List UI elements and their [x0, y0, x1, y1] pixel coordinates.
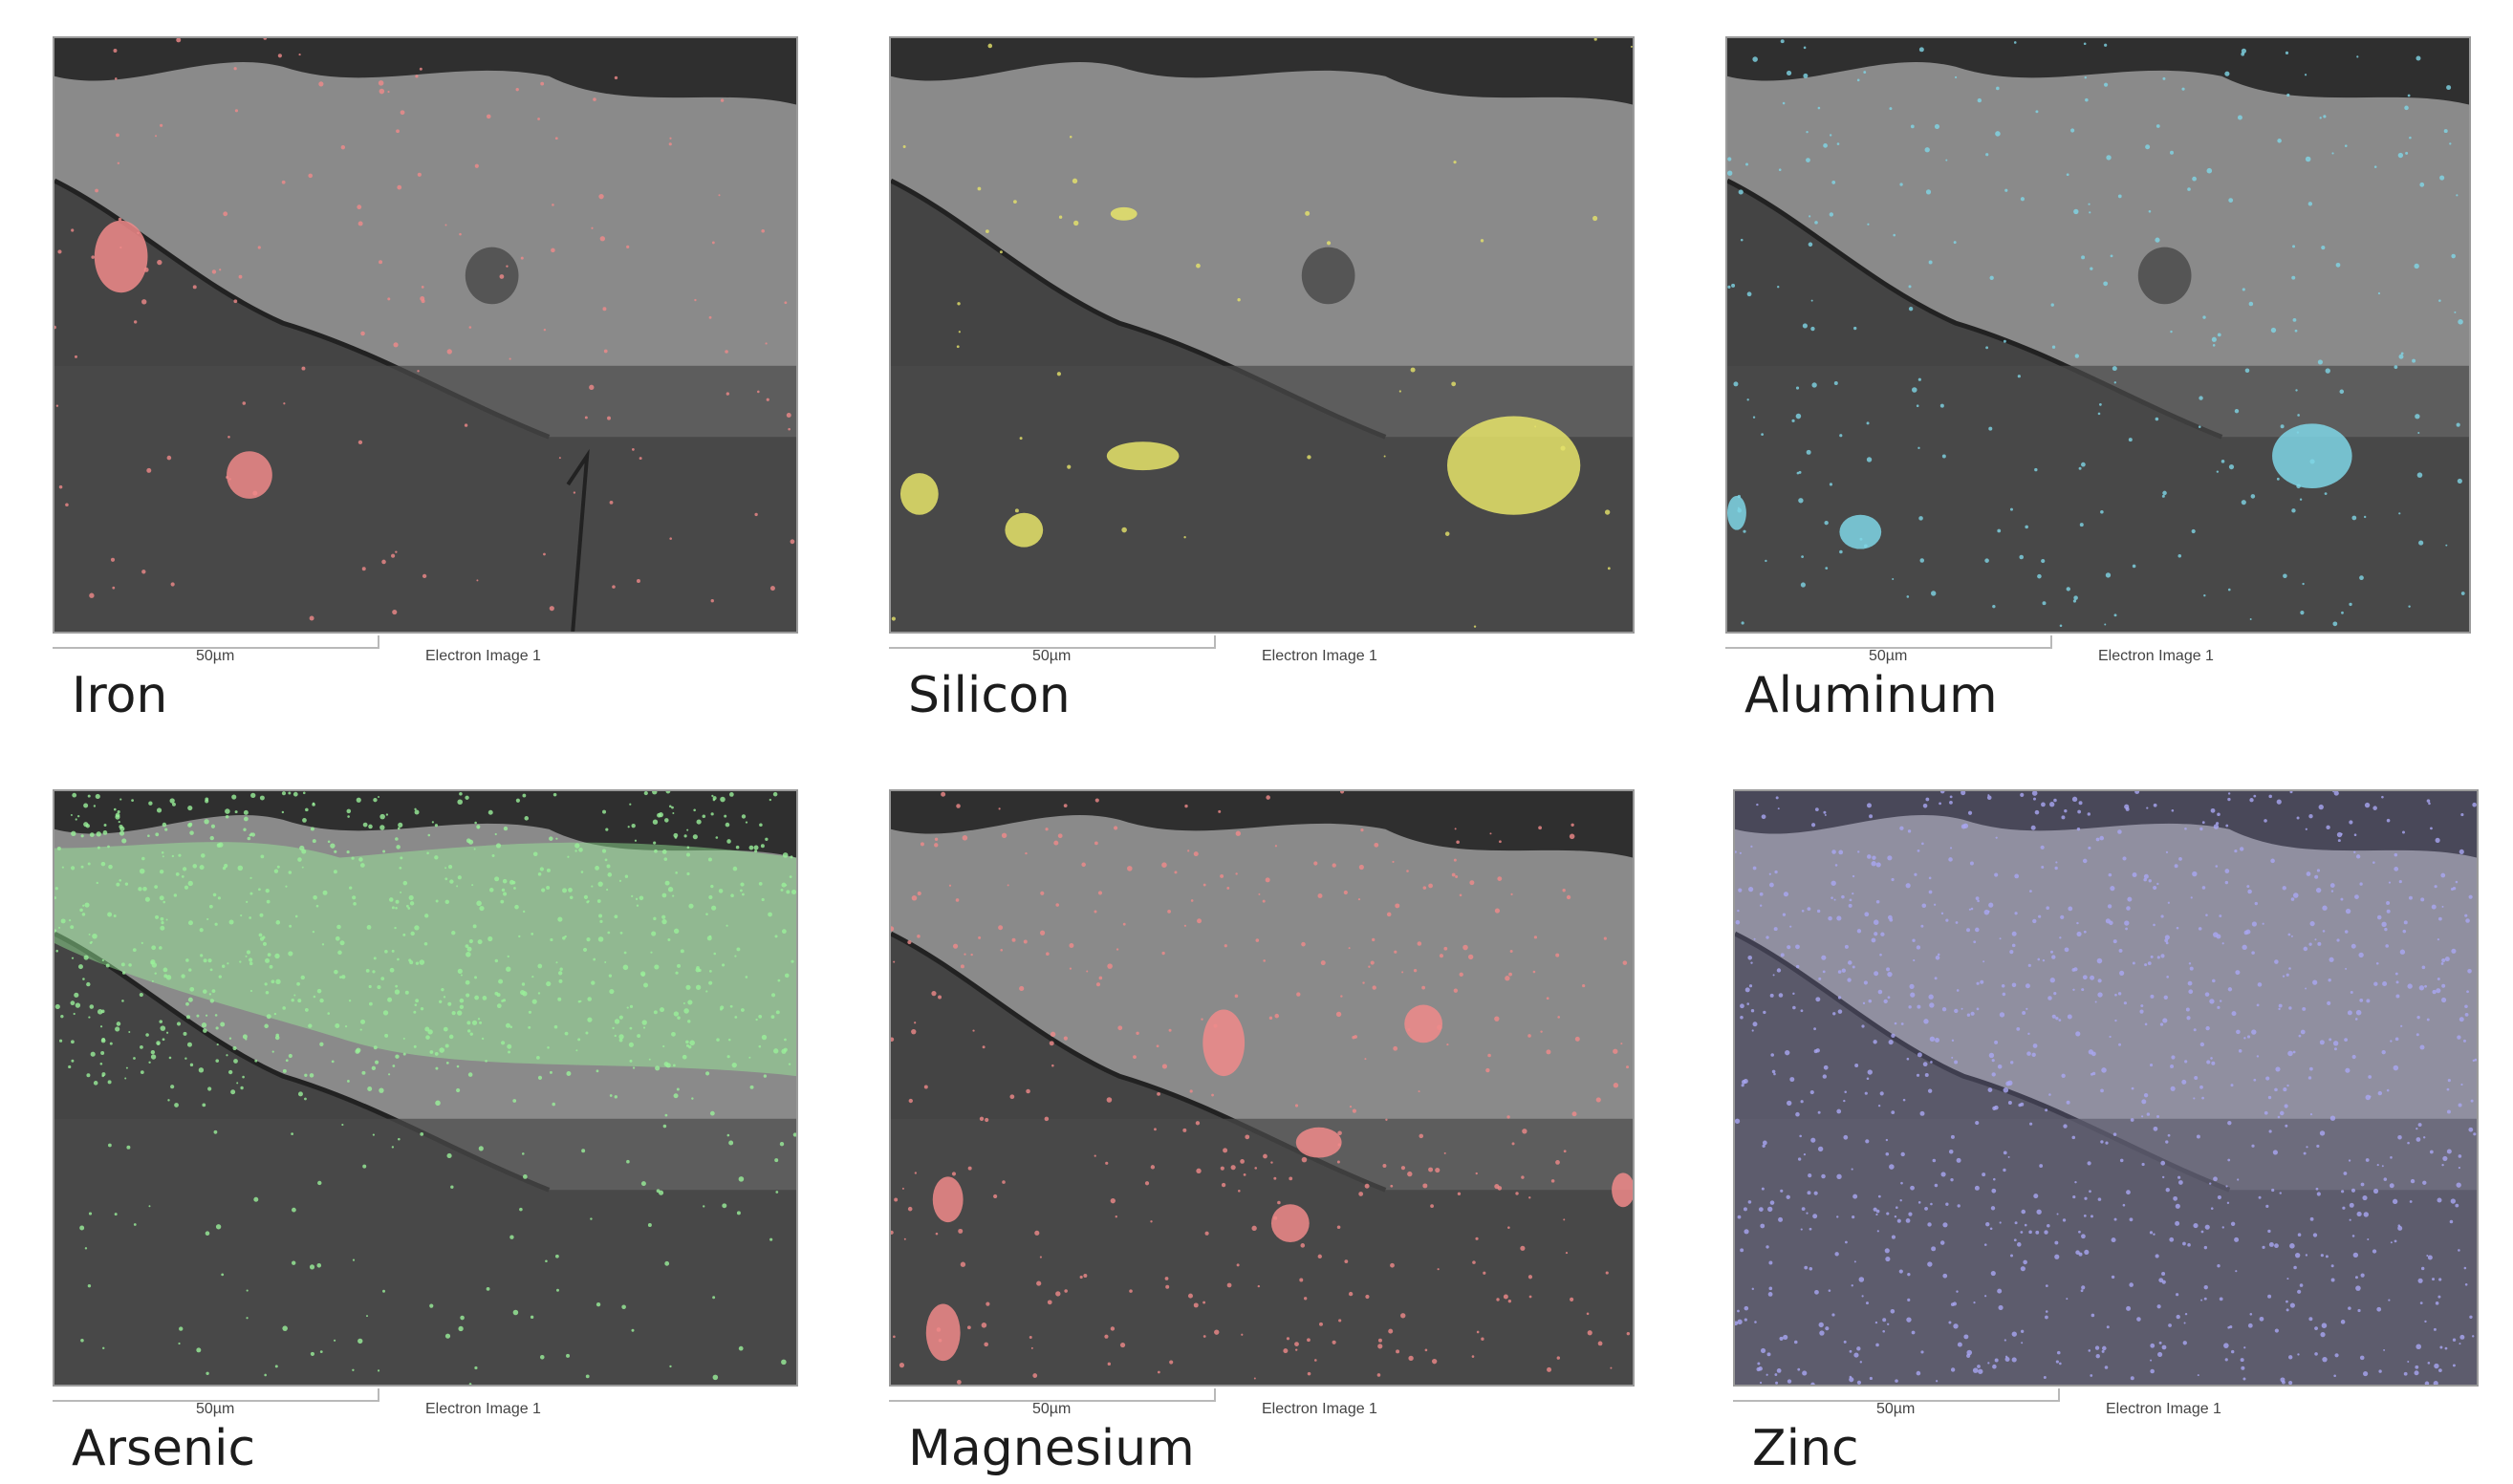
image-caption: Electron Image 1	[2106, 1401, 2221, 1417]
overlay-blobs	[925, 1004, 1633, 1362]
sem-image-magnesium	[889, 789, 1635, 1387]
scale-label: 50µm	[1869, 648, 1908, 664]
overlay-blobs	[54, 842, 796, 1077]
overlay-blobs	[899, 206, 1581, 548]
scale-label: 50µm	[196, 648, 235, 664]
element-label: Magnesium	[908, 1420, 1195, 1477]
map-panel-iron: 50µm Electron Image 1 Iron	[53, 36, 798, 720]
scale-bar	[1733, 1388, 2060, 1402]
speckle-dots	[54, 38, 795, 621]
scale-label: 50µm	[196, 1401, 235, 1417]
image-caption: Electron Image 1	[2098, 648, 2214, 664]
speckle-dots	[54, 791, 796, 1385]
sem-image-silicon	[889, 36, 1635, 634]
speckle-dots	[891, 791, 1631, 1385]
map-panel-silicon: 50µm Electron Image 1 Silicon	[889, 36, 1635, 720]
sem-image-aluminum	[1725, 36, 2471, 634]
scale-bar	[53, 1388, 379, 1402]
image-caption: Electron Image 1	[1262, 648, 1377, 664]
map-panel-zinc: 50µm Electron Image 1 Zinc	[1733, 789, 2479, 1473]
element-label: Arsenic	[72, 1420, 256, 1477]
scale-label: 50µm	[1876, 1401, 1916, 1417]
map-panel-arsenic: 50µm Electron Image 1 Arsenic	[53, 789, 798, 1473]
scale-label: 50µm	[1032, 1401, 1072, 1417]
scale-bar	[53, 635, 379, 649]
overlay-blobs	[94, 220, 272, 499]
scale-bar	[889, 635, 1216, 649]
sem-micrograph	[1727, 38, 2469, 632]
image-caption: Electron Image 1	[1262, 1401, 1377, 1417]
element-label: Zinc	[1752, 1420, 1859, 1477]
element-label: Silicon	[908, 667, 1071, 724]
overlay-blobs	[1727, 423, 2352, 549]
sem-image-iron	[53, 36, 798, 634]
scale-bar	[1725, 635, 2052, 649]
sem-image-arsenic	[53, 789, 798, 1387]
element-label: Aluminum	[1744, 667, 1998, 724]
speckle-dots	[1727, 39, 2465, 628]
sem-micrograph	[54, 38, 796, 632]
map-panel-aluminum: 50µm Electron Image 1 Aluminum	[1725, 36, 2471, 720]
scale-label: 50µm	[1032, 648, 1072, 664]
map-panel-magnesium: 50µm Electron Image 1 Magnesium	[889, 789, 1635, 1473]
element-label: Iron	[72, 667, 168, 724]
sem-image-zinc	[1733, 789, 2479, 1387]
sem-micrograph	[1735, 791, 2477, 1385]
overlay-blobs	[1735, 791, 2477, 1385]
speckle-dots	[1735, 791, 2477, 1385]
scale-bar	[889, 1388, 1216, 1402]
speckle-dots	[891, 38, 1633, 628]
image-caption: Electron Image 1	[425, 1401, 541, 1417]
sem-micrograph	[891, 791, 1633, 1385]
sem-micrograph	[54, 791, 796, 1385]
sem-micrograph	[891, 38, 1633, 632]
image-caption: Electron Image 1	[425, 648, 541, 664]
